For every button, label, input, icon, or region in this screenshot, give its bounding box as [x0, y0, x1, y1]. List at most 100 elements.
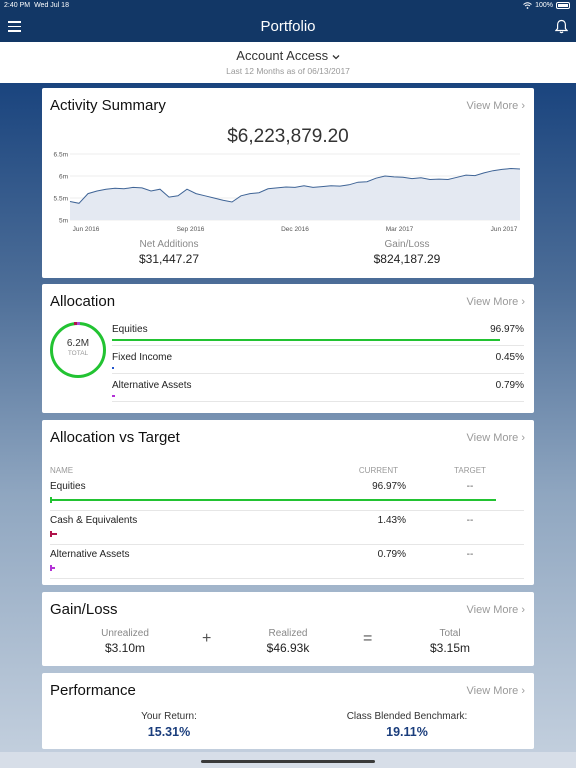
benchmark-label: Class Blended Benchmark: — [346, 711, 468, 722]
target-row-target: -- — [466, 549, 474, 560]
chart-series-line — [69, 167, 521, 204]
battery-percent: 100% — [535, 2, 553, 9]
unrealized-stat: Unrealized $3.10m — [70, 628, 180, 655]
gain-loss-view-more-link[interactable]: View More › — [466, 604, 526, 616]
portfolio-total-value: $6,223,879.20 — [227, 126, 349, 147]
target-row-current: 0.79% — [377, 549, 406, 560]
allocation-name: Alternative Assets — [112, 380, 192, 391]
allocation-vs-target-title: Allocation vs Target — [50, 429, 180, 446]
wifi-icon — [523, 2, 532, 9]
chart-y-tick-label: 5.5m — [54, 196, 68, 203]
status-date: Wed Jul 18 — [34, 2, 69, 9]
chart-area-fill — [70, 168, 520, 220]
realized-value: $46.93k — [266, 641, 310, 655]
battery-icon — [556, 2, 570, 9]
allocation-bar — [112, 395, 116, 397]
allocation-view-more-link[interactable]: View More › — [466, 296, 526, 308]
your-return-label: Your Return: — [141, 711, 197, 722]
column-header-target: TARGET — [454, 466, 486, 475]
column-header-current: CURRENT — [358, 466, 398, 475]
activity-summary-card: Activity Summary View More › $6,223,879.… — [42, 88, 534, 278]
allocation-bar-track — [112, 339, 512, 341]
realized-label: Realized — [268, 628, 308, 639]
allocation-donut-chart[interactable]: 6.2M TOTAL — [50, 322, 106, 378]
chart-x-tick-label: Jun 2017 — [491, 226, 518, 233]
portfolio-value-chart: 6.5m 6m 5.5m 5m Jun 2016 Sep 2016 Dec 2016 Mar … — [54, 152, 521, 233]
allocation-row-fixed-income[interactable]: Fixed Income 0.45% — [112, 346, 524, 374]
menu-icon[interactable] — [8, 21, 21, 32]
target-row-name: Cash & Equivalents — [50, 515, 138, 526]
allocation-row-equities[interactable]: Equities 96.97% — [112, 318, 524, 346]
your-return-stat: Your Return: 15.31% — [79, 711, 259, 739]
performance-view-more-link[interactable]: View More › — [466, 685, 526, 697]
benchmark-stat: Class Blended Benchmark: 19.11% — [317, 711, 497, 739]
your-return-value: 15.31% — [147, 725, 191, 739]
gain-loss-stat: Gain/Loss $824,187.29 — [322, 239, 492, 266]
allocation-title: Allocation — [50, 293, 116, 310]
gain-loss-title: Gain/Loss — [50, 601, 118, 618]
target-bar-track — [50, 497, 510, 503]
target-row-name: Equities — [50, 481, 86, 492]
allocation-name: Equities — [112, 324, 148, 335]
allocation-bar — [112, 367, 114, 369]
target-bar — [50, 567, 55, 569]
chart-x-tick-label: Jun 2016 — [73, 226, 100, 233]
chart-y-tick-label: 6m — [59, 174, 68, 181]
target-row-name: Alternative Assets — [50, 549, 130, 560]
allocation-percent: 0.79% — [495, 380, 524, 391]
allocation-bar-track — [112, 367, 512, 369]
allocation-target-view-more-link[interactable]: View More › — [466, 432, 526, 444]
allocation-name: Fixed Income — [112, 352, 173, 363]
chart-x-tick-label: Mar 2017 — [386, 226, 414, 233]
net-additions-stat: Net Additions $31,447.27 — [84, 239, 254, 266]
benchmark-value: 19.11% — [386, 725, 428, 739]
net-additions-value: $31,447.27 — [138, 252, 200, 266]
activity-view-more-link[interactable]: View More › — [466, 100, 526, 112]
gain-loss-label: Gain/Loss — [384, 239, 430, 250]
plus-sign: + — [202, 630, 212, 647]
chart-x-tick-label: Dec 2016 — [281, 226, 309, 233]
nav-bar: Portfolio — [0, 12, 576, 42]
account-header[interactable]: Account Access Last 12 Months as of 06/1… — [0, 42, 576, 83]
chart-y-tick-label: 5m — [59, 218, 68, 225]
total-value: $3.15m — [429, 641, 471, 655]
total-gain-loss-stat: Total $3.15m — [395, 628, 505, 655]
performance-card: Performance View More › Your Return: 15.… — [42, 673, 534, 749]
realized-stat: Realized $46.93k — [233, 628, 343, 655]
status-time: 2:40 PM Wed Jul 18 — [4, 2, 69, 9]
equals-sign: = — [363, 630, 373, 647]
home-indicator[interactable] — [201, 760, 375, 763]
donut-total-value: 6.2M — [66, 338, 90, 349]
page-title: Portfolio — [260, 18, 316, 35]
allocation-vs-target-card: Allocation vs Target View More › NAME CU… — [42, 420, 534, 585]
target-bar-track — [50, 531, 510, 537]
chart-x-tick-label: Sep 2016 — [177, 226, 205, 233]
allocation-percent: 96.97% — [490, 324, 524, 335]
status-right: 100% — [523, 2, 570, 9]
target-row-alternative-assets[interactable]: Alternative Assets 0.79% -- — [50, 545, 524, 579]
column-header-name: NAME — [50, 466, 74, 475]
performance-title: Performance — [50, 682, 136, 699]
target-row-current: 96.97% — [372, 481, 406, 492]
bell-icon[interactable] — [555, 19, 568, 34]
unrealized-value: $3.10m — [104, 641, 146, 655]
allocation-card: Allocation View More › 6.2M TOTAL Equiti… — [42, 284, 534, 413]
unrealized-label: Unrealized — [101, 628, 149, 639]
net-additions-label: Net Additions — [139, 239, 199, 250]
chart-y-tick-label: 6.5m — [54, 152, 68, 159]
target-row-target: -- — [466, 481, 474, 492]
allocation-bar-track — [112, 395, 512, 397]
target-row-target: -- — [466, 515, 474, 526]
chevron-down-icon — [332, 55, 340, 60]
allocation-percent: 0.45% — [495, 352, 524, 363]
target-row-equities[interactable]: Equities 96.97% -- — [50, 477, 524, 511]
allocation-row-alternative-assets[interactable]: Alternative Assets 0.79% — [112, 374, 524, 402]
account-selector[interactable]: Account Access — [0, 42, 576, 63]
target-bar — [50, 499, 497, 501]
total-label: Total — [439, 628, 461, 639]
status-bar: 2:40 PM Wed Jul 18 100% — [0, 0, 576, 12]
donut-total-label: TOTAL — [67, 350, 89, 357]
target-row-cash[interactable]: Cash & Equivalents 1.43% -- — [50, 511, 524, 545]
target-row-current: 1.43% — [377, 515, 406, 526]
activity-summary-title: Activity Summary — [50, 97, 166, 114]
